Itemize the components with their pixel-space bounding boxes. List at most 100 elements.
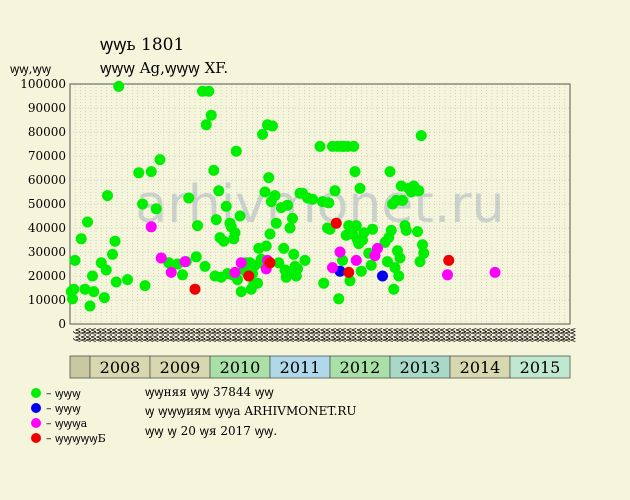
x-sublabel: ꝡꝡ [531, 328, 541, 342]
data-point [385, 224, 397, 236]
legend-marker [31, 418, 41, 428]
x-sublabel: ꝡꝡ [119, 328, 129, 342]
x-sublabel: ꝡꝡ [552, 328, 562, 342]
data-point [489, 266, 501, 278]
data-point [110, 276, 122, 288]
x-sublabel: ꝡꝡ [541, 328, 551, 342]
data-point [393, 270, 405, 282]
data-point [109, 235, 121, 247]
x-sublabel: ꝡꝡ [93, 328, 103, 342]
x-sublabel: ꝡꝡ [396, 328, 406, 342]
x-sublabel: ꝡꝡ [479, 328, 489, 342]
x-sublabel: ꝡꝡ [307, 328, 317, 342]
y-tick-label: 30000 [28, 245, 66, 259]
data-point [318, 277, 330, 289]
x-sublabel: ꝡꝡ [567, 328, 577, 342]
chart-title: ꝡꝡь 1801 [100, 35, 184, 55]
x-sublabel: ꝡꝡ [130, 328, 140, 342]
data-point [88, 286, 100, 298]
data-point [259, 186, 271, 198]
x-sublabel: ꝡꝡ [354, 328, 364, 342]
data-point [230, 145, 242, 157]
x-sublabel: ꝡꝡ [390, 328, 400, 342]
data-point [67, 293, 78, 305]
data-point [384, 166, 396, 178]
x-sublabel: ꝡꝡ [536, 328, 546, 342]
data-point [330, 217, 342, 229]
y-tick-label: 20000 [28, 269, 66, 283]
x-sublabel: ꝡꝡ [453, 328, 463, 342]
plot-frame [69, 83, 571, 325]
data-point [139, 280, 151, 292]
data-point [229, 266, 241, 278]
data-point [133, 167, 145, 179]
data-point [418, 247, 430, 259]
x-sublabel: ꝡꝡ [151, 328, 161, 342]
x-sublabel: ꝡꝡ [172, 328, 182, 342]
data-point [377, 270, 388, 282]
data-point [145, 166, 157, 178]
x-sublabel: ꝡꝡ [489, 328, 499, 342]
x-sublabel: ꝡꝡ [448, 328, 458, 342]
x-sublabel: ꝡꝡ [291, 328, 301, 342]
data-point [69, 254, 81, 266]
data-point [252, 277, 263, 289]
data-point [243, 270, 255, 282]
info-line-3: ꝡꝡ ꝡ 20 ꝡя 2017 ꝡꝡ. [145, 424, 277, 438]
x-sublabel: ꝡꝡ [494, 328, 504, 342]
y-tick-label: 40000 [28, 221, 66, 235]
x-sublabel: ꝡꝡ [458, 328, 468, 342]
data-point [190, 251, 202, 263]
data-point [179, 256, 191, 268]
data-point [337, 254, 348, 266]
data-point [199, 260, 211, 272]
x-sublabel: ꝡꝡ [547, 328, 557, 342]
x-sublabel: ꝡꝡ [385, 328, 395, 342]
x-sublabel: ꝡꝡ [125, 328, 135, 342]
x-sublabel: ꝡꝡ [406, 328, 416, 342]
data-point [273, 257, 285, 269]
x-sublabel: ꝡꝡ [369, 328, 379, 342]
legend-label: – ꝡꝡꝡa [46, 417, 88, 430]
data-point [137, 198, 148, 210]
legend-label: – ꝡꝡꝡ [46, 402, 81, 415]
year-label: 2010 [220, 358, 261, 377]
data-point [102, 190, 113, 202]
data-point [358, 227, 370, 239]
x-sublabel: ꝡꝡ [297, 328, 307, 342]
x-sublabel: ꝡꝡ [562, 328, 572, 342]
data-point [284, 222, 296, 234]
data-point [235, 257, 247, 269]
legend-marker [31, 403, 41, 413]
x-sublabel: ꝡꝡ [83, 328, 93, 342]
data-point [200, 119, 212, 131]
chart-subtitle: ꝡꝡꝡ Ag,ꝡꝡꝡ XF. [100, 59, 228, 77]
x-sublabel: ꝡꝡ [213, 328, 223, 342]
data-point [334, 246, 346, 258]
data-point [327, 262, 338, 274]
data-point [413, 185, 425, 197]
data-point [234, 210, 246, 222]
data-point [210, 214, 222, 226]
x-sublabel: ꝡꝡ [317, 328, 327, 342]
x-sublabel: ꝡꝡ [474, 328, 484, 342]
x-sublabel: ꝡꝡ [500, 328, 510, 342]
legend-marker [31, 388, 41, 398]
x-sublabel: ꝡꝡ [177, 328, 187, 342]
x-sublabel: ꝡꝡ [135, 328, 145, 342]
data-point [229, 227, 241, 239]
x-sublabel: ꝡꝡ [312, 328, 322, 342]
x-sublabel: ꝡꝡ [526, 328, 536, 342]
data-point [414, 256, 426, 268]
data-point [329, 185, 341, 197]
data-point [372, 242, 383, 254]
data-point [155, 252, 167, 264]
y-tick-label: 80000 [28, 125, 66, 139]
data-point [98, 292, 110, 304]
data-point [367, 223, 378, 235]
x-sublabel: ꝡꝡ [255, 328, 265, 342]
x-sublabel: ꝡꝡ [359, 328, 369, 342]
y-tick-label: 100000 [20, 77, 66, 91]
x-sublabel: ꝡꝡ [427, 328, 437, 342]
